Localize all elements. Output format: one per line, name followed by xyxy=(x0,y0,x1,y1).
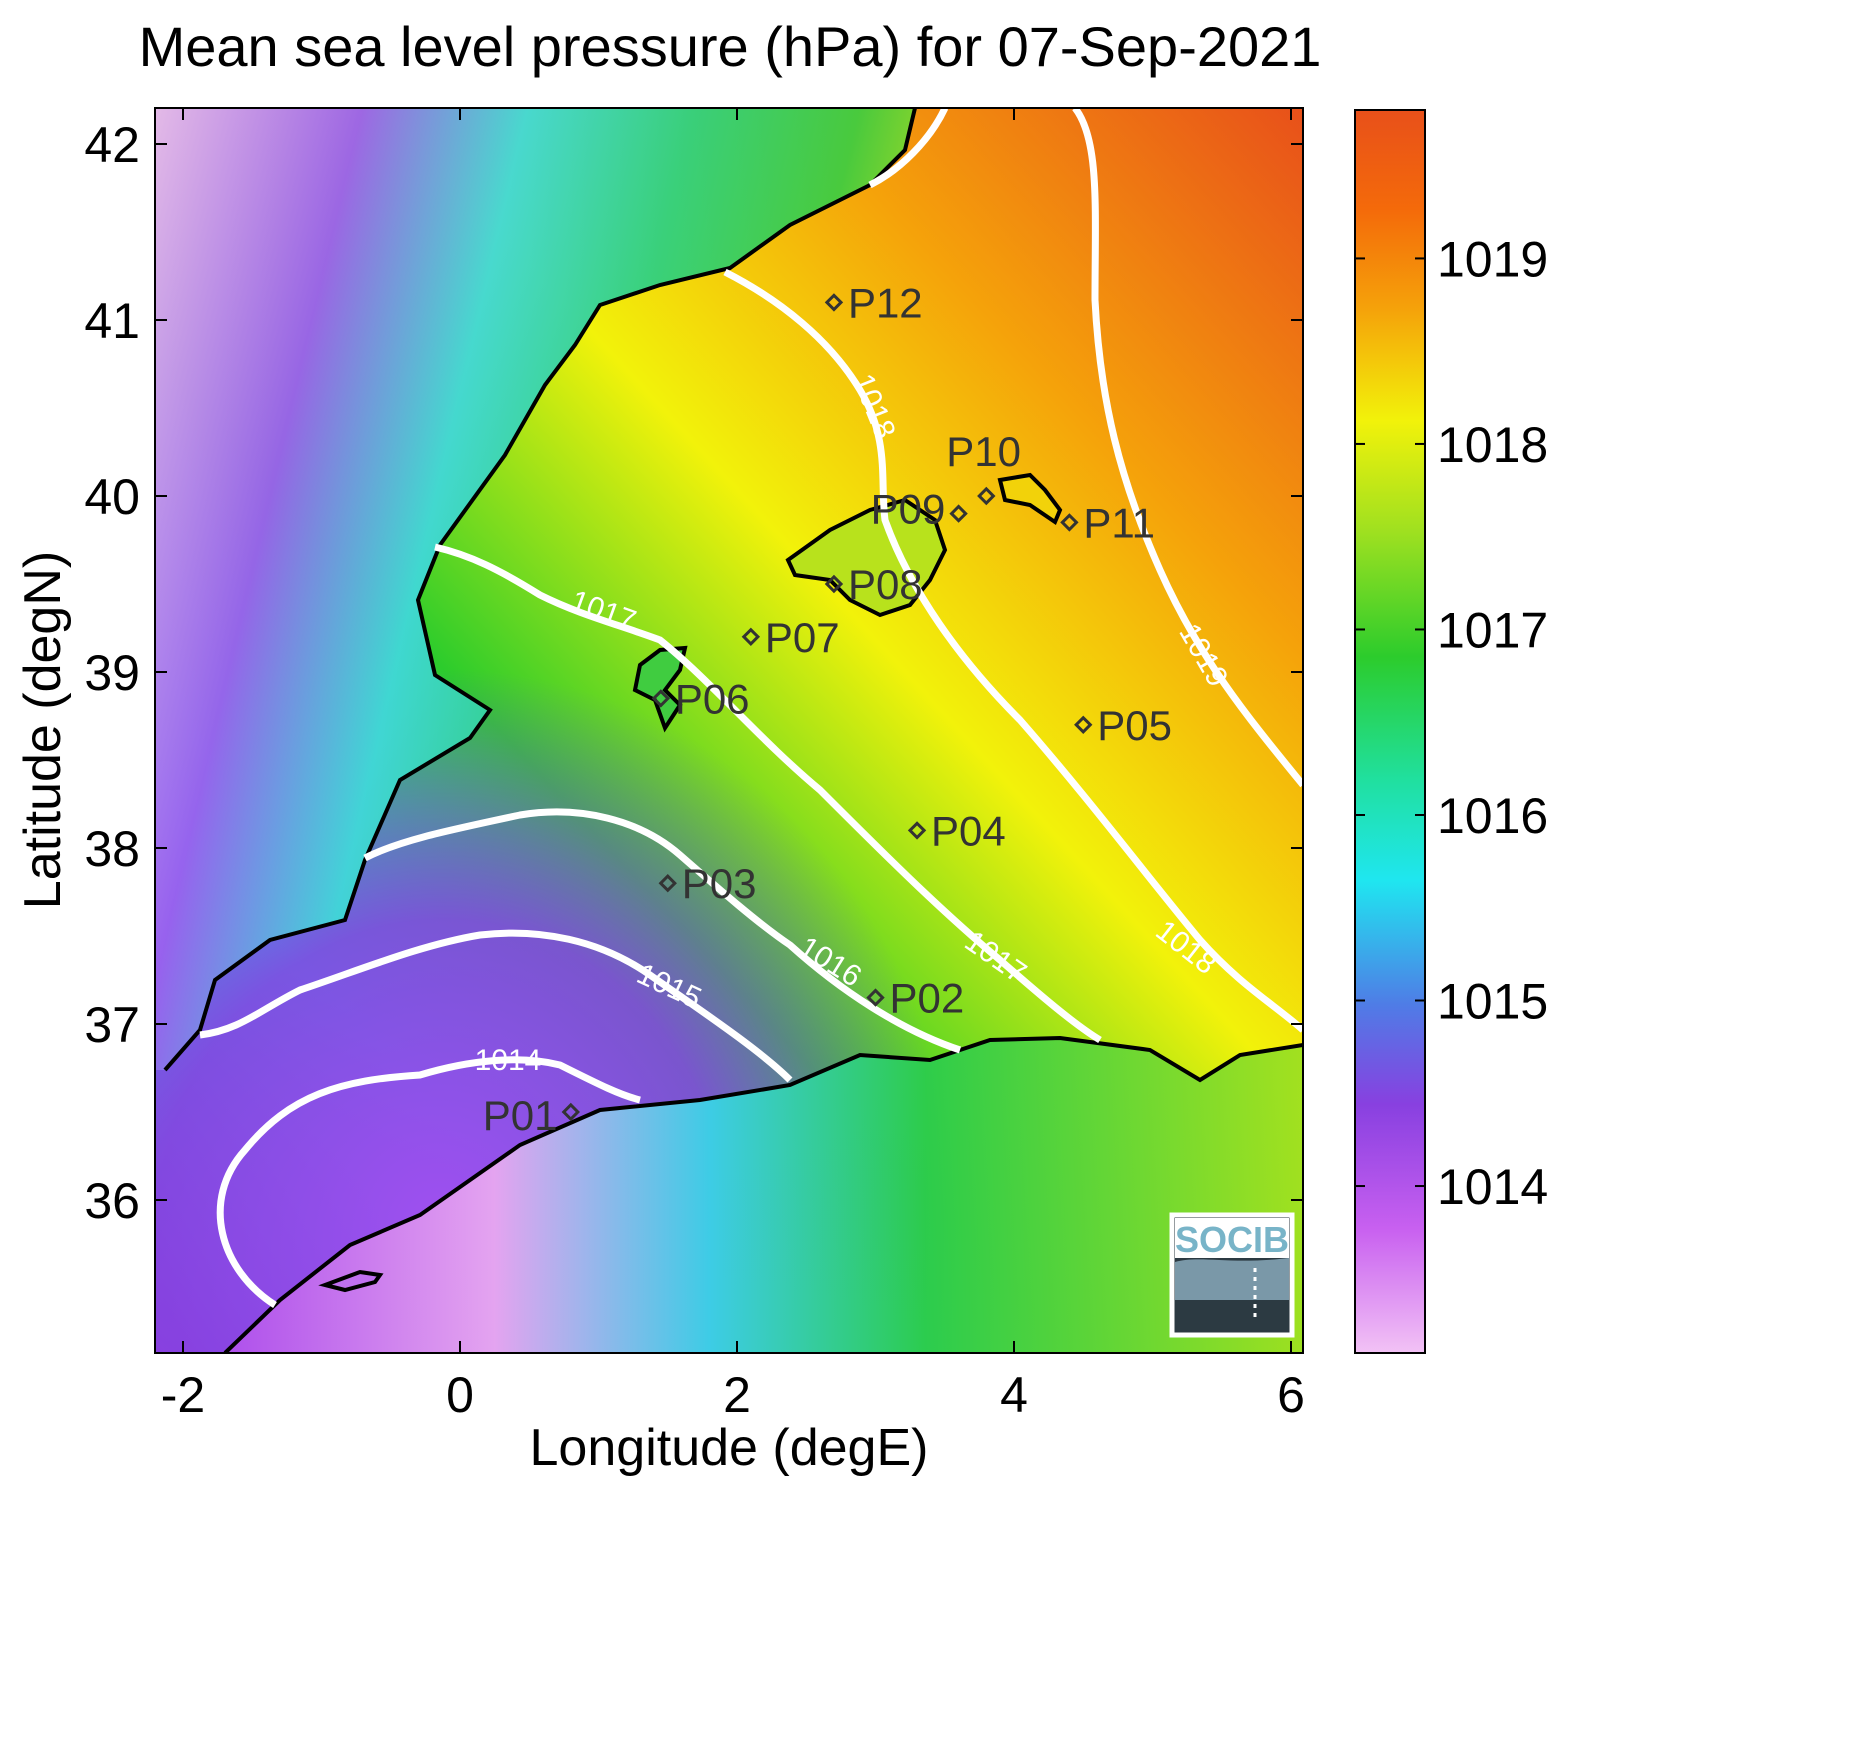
station-marker xyxy=(824,574,844,594)
station-label: P10 xyxy=(946,428,1021,475)
y-tick-label: 41 xyxy=(84,293,140,349)
station-label: P08 xyxy=(848,561,923,608)
y-axis: 36 37 38 39 40 41 42 xyxy=(84,117,1303,1229)
isobars xyxy=(199,108,1303,1308)
station-marker xyxy=(561,1102,580,1122)
station-marker xyxy=(1074,715,1093,734)
station-marker xyxy=(1060,513,1079,532)
colorbar-tick-label: 1016 xyxy=(1437,788,1548,844)
colorbar-tick-label: 1015 xyxy=(1437,974,1548,1030)
station-label: P07 xyxy=(765,614,840,661)
y-tick-label: 39 xyxy=(84,645,140,701)
station-label: P06 xyxy=(675,675,750,722)
africa-coastline xyxy=(223,1035,1303,1353)
x-axis-label: Longitude (degE) xyxy=(530,1419,929,1477)
map-title: Mean sea level pressure (hPa) for 07-Sep… xyxy=(139,15,1322,78)
y-tick-label: 38 xyxy=(84,821,140,877)
station-label: P01 xyxy=(483,1092,558,1139)
y-tick-label: 37 xyxy=(84,997,140,1053)
colorbar xyxy=(1354,109,1426,1354)
isobar-1016 xyxy=(363,808,962,1054)
station-marker xyxy=(658,874,677,893)
isobar-1014 xyxy=(216,1056,641,1308)
y-tick-label: 40 xyxy=(84,469,140,525)
station-label: P03 xyxy=(682,860,757,907)
station-marker xyxy=(824,293,844,312)
station-label: P05 xyxy=(1097,702,1172,749)
logo-text: SOCIB xyxy=(1175,1219,1289,1260)
station-label: P09 xyxy=(871,486,946,533)
station-marker xyxy=(866,988,885,1007)
station-marker xyxy=(977,486,996,506)
colorbar-ticks: 1014 1015 1016 1017 1018 1019 xyxy=(1355,231,1548,1215)
station-label: P12 xyxy=(848,279,923,326)
station-marker xyxy=(949,504,968,523)
iberia-coastline xyxy=(163,108,917,1072)
iberia-land xyxy=(155,108,915,1070)
x-axis: -2 0 2 4 6 xyxy=(161,108,1305,1423)
station-marker xyxy=(907,821,927,840)
station-label: P11 xyxy=(1083,499,1155,546)
pressure-field: 1014 1015 1016 1017 1017 1018 1018 1019 … xyxy=(155,108,1303,1353)
isobar-1017 xyxy=(434,543,1102,1044)
colorbar-tick-label: 1019 xyxy=(1437,231,1548,287)
y-tick-label: 42 xyxy=(84,117,140,173)
x-tick-label: 2 xyxy=(723,1367,751,1423)
x-tick-label: -2 xyxy=(161,1367,205,1423)
isobar-label: 1014 xyxy=(475,1044,542,1077)
menorca-island xyxy=(997,472,1063,526)
socib-logo: SOCIB xyxy=(1169,1212,1295,1338)
station-marker xyxy=(651,689,671,708)
x-tick-label: 0 xyxy=(446,1367,474,1423)
station-label: P04 xyxy=(931,807,1006,854)
x-tick-label: 6 xyxy=(1277,1367,1305,1423)
isobar-1018 xyxy=(723,268,1303,1033)
isobar-1019 xyxy=(868,108,1303,788)
colorbar-tick-label: 1017 xyxy=(1437,602,1548,658)
y-tick-label: 36 xyxy=(84,1173,140,1229)
colorbar-tick-label: 1014 xyxy=(1437,1159,1548,1215)
x-tick-label: 4 xyxy=(1000,1367,1028,1423)
station-label: P02 xyxy=(890,975,965,1022)
alboran-islet xyxy=(318,1269,384,1293)
station-marker xyxy=(741,627,761,646)
map-frame xyxy=(154,107,1304,1354)
africa-land xyxy=(225,1038,1303,1353)
isobar-1015 xyxy=(199,929,793,1083)
colorbar-tick-label: 1018 xyxy=(1437,417,1548,473)
y-axis-label: Latitude (degN) xyxy=(14,551,72,909)
